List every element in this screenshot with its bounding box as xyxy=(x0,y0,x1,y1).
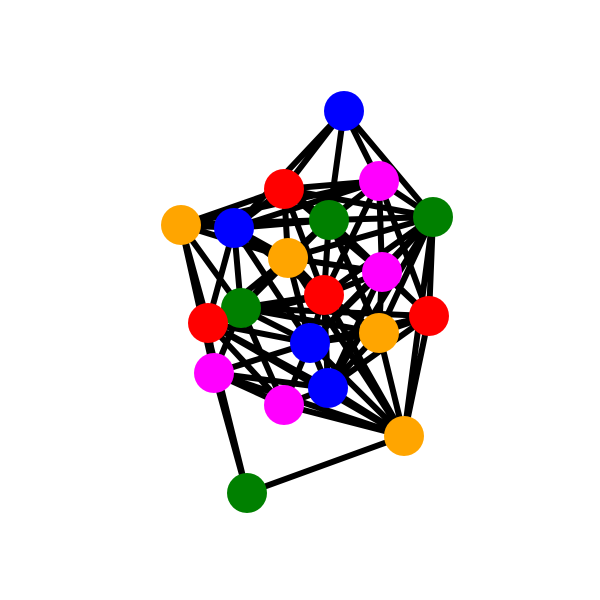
edge-n18-n19 xyxy=(244,433,407,496)
node-n10-green xyxy=(221,288,261,328)
edge-n6-n7 xyxy=(285,214,436,261)
node-n18-orange xyxy=(384,416,424,456)
edge-n18-n11 xyxy=(205,320,407,439)
edge-n15-n19 xyxy=(211,370,250,496)
edge-n2-n4 xyxy=(231,178,382,231)
node-n11-red xyxy=(188,303,228,343)
edge-n18-n9 xyxy=(321,292,407,439)
node-n12-orange xyxy=(359,313,399,353)
edge-n4-n14 xyxy=(231,225,313,346)
edge-n5-n12 xyxy=(326,217,382,336)
edge-n18-n15 xyxy=(211,370,407,439)
edge-n18-n14 xyxy=(307,340,407,439)
node-n8-magenta xyxy=(362,252,402,292)
edge-n10-n13 xyxy=(238,305,432,319)
node-n9-red xyxy=(304,275,344,315)
node-n4-blue xyxy=(214,208,254,248)
nodes-layer xyxy=(161,91,453,513)
edge-n10-n12 xyxy=(238,305,382,336)
node-n15-magenta xyxy=(194,353,234,393)
node-n3-orange xyxy=(161,205,201,245)
node-n5-green xyxy=(309,200,349,240)
node-n7-orange xyxy=(268,238,308,278)
node-n1-red xyxy=(264,169,304,209)
node-n6-green xyxy=(413,197,453,237)
node-n2-magenta xyxy=(359,161,399,201)
edge-n13-n18 xyxy=(401,313,432,439)
node-n16-blue xyxy=(308,368,348,408)
edge-n1-n6 xyxy=(281,186,436,220)
node-n14-blue xyxy=(290,323,330,363)
node-n19-green xyxy=(227,473,267,513)
node-n17-magenta xyxy=(264,385,304,425)
node-n0-blue xyxy=(324,91,364,131)
node-n13-red xyxy=(409,296,449,336)
